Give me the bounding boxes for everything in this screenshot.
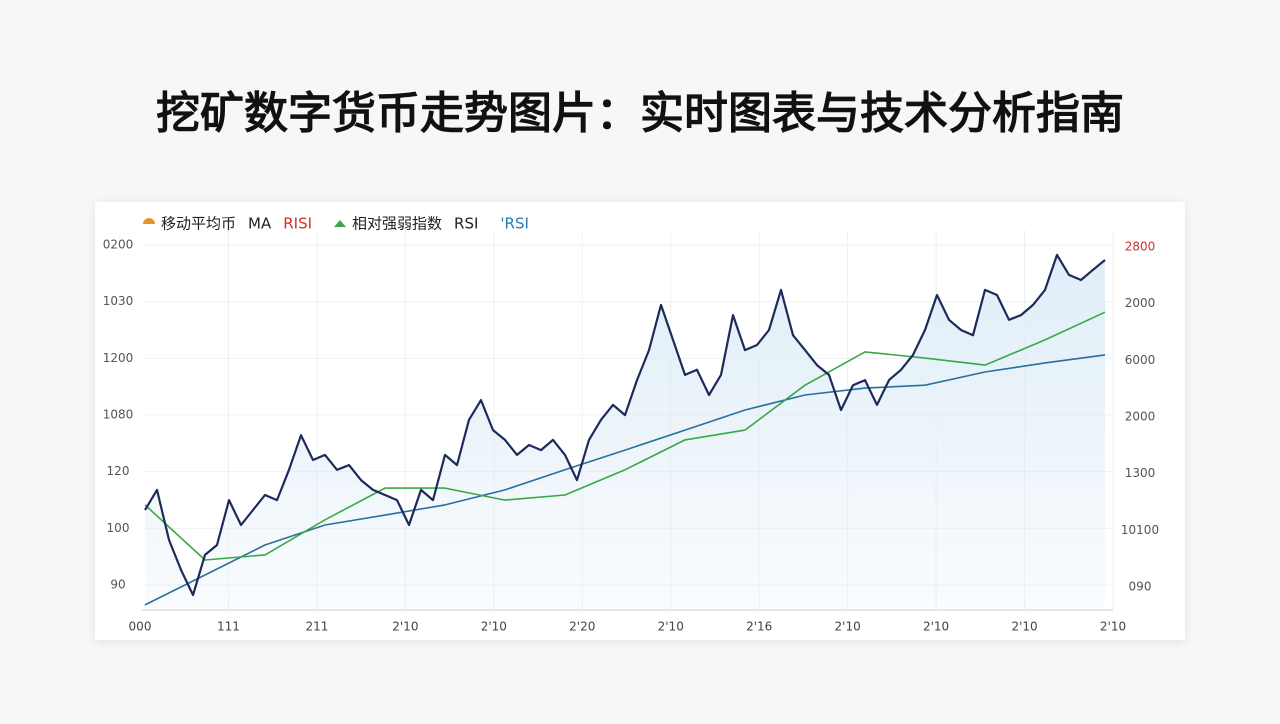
x-tick-label: 2'10: [923, 620, 949, 634]
legend-label: 移动平均币: [161, 215, 236, 233]
x-tick-label: 111: [217, 620, 240, 634]
y2-tick-label: 2000: [1125, 296, 1156, 310]
x-tick-label: 2'20: [569, 620, 595, 634]
legend-marker: [334, 220, 347, 227]
x-tick-label: 2'10: [658, 620, 684, 634]
y-tick-label: 1080: [103, 408, 134, 422]
y-tick-label: 100: [107, 521, 130, 535]
y-tick-label: 90: [110, 578, 125, 592]
legend-label: RSI: [454, 215, 478, 233]
x-tick-label: 000: [129, 620, 152, 634]
x-tick-label: 2'16: [746, 620, 772, 634]
legend-label: MA: [248, 215, 272, 233]
chart-title: 挖矿数字货币走势图片：实时图表与技术分析指南: [156, 88, 1124, 139]
y2-tick-label: 2800: [1125, 240, 1156, 254]
line-series: [144, 311, 1106, 561]
y-tick-label: 1200: [103, 351, 134, 365]
x-tick-label: 2'10: [1011, 620, 1037, 634]
y-tick-label: 0200: [103, 238, 134, 252]
x-tick-label: 2'10: [835, 620, 861, 634]
x-tick-label: 2'10: [481, 620, 507, 634]
legend-label: 'RSI: [500, 215, 529, 233]
y2-tick-label: 1300: [1125, 466, 1156, 480]
legend-marker: [143, 218, 155, 224]
y-tick-label: 120: [107, 464, 130, 478]
x-tick-label: 2'10: [1100, 620, 1126, 634]
line-series: [144, 253, 1106, 597]
y2-tick-label: 2000: [1125, 410, 1156, 424]
y2-tick-label: 10100: [1121, 523, 1159, 537]
y2-tick-label: 090: [1129, 580, 1152, 594]
x-tick-label: 2'10: [392, 620, 418, 634]
x-tick-label: 211: [305, 620, 328, 634]
y2-tick-label: 6000: [1125, 353, 1156, 367]
legend-label: RISI: [283, 215, 312, 233]
area: [145, 254, 1105, 610]
legend-label: 相对强弱指数: [352, 215, 442, 233]
y-tick-label: 1030: [103, 294, 134, 308]
